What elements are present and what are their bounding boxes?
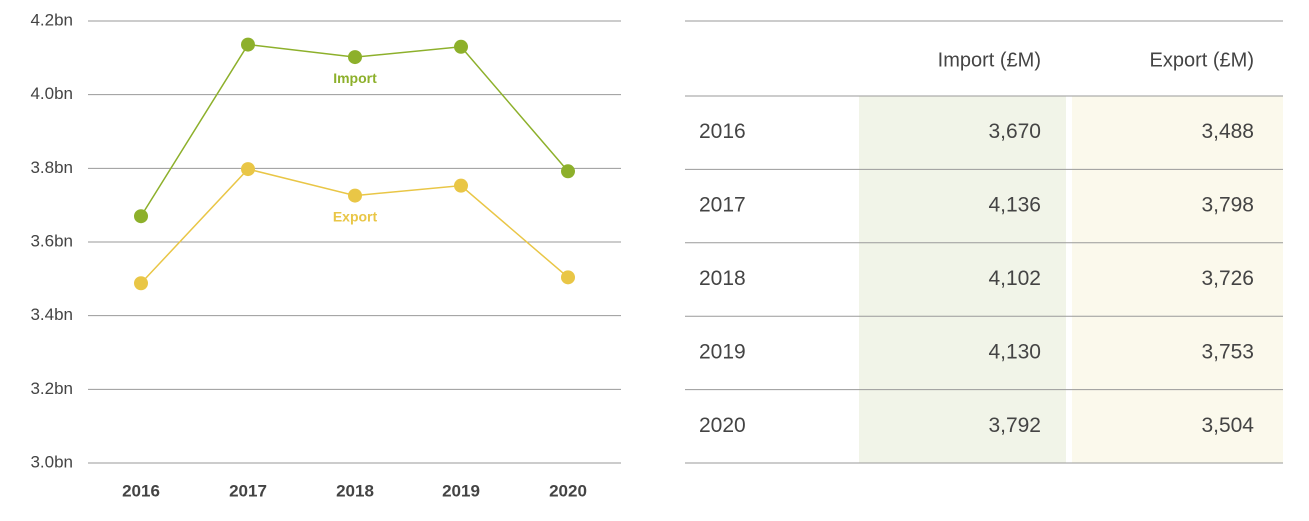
y-tick-label: 3.2bn bbox=[30, 379, 73, 398]
y-tick-label: 3.0bn bbox=[30, 452, 73, 471]
table-cell: 3,670 bbox=[988, 120, 1041, 143]
x-tick-label: 2016 bbox=[122, 481, 160, 500]
x-tick-label: 2020 bbox=[549, 481, 587, 500]
y-tick-label: 3.4bn bbox=[30, 305, 73, 324]
table-cell: 3,504 bbox=[1201, 414, 1254, 437]
table-cell: 3,798 bbox=[1201, 194, 1254, 217]
y-tick-label: 3.8bn bbox=[30, 158, 73, 177]
x-tick-label: 2018 bbox=[336, 481, 374, 500]
y-tick-label: 4.0bn bbox=[30, 84, 73, 103]
data-point bbox=[134, 209, 148, 224]
column-background bbox=[859, 96, 1066, 463]
x-tick-label: 2019 bbox=[442, 481, 480, 500]
table-cell: 3,753 bbox=[1201, 340, 1254, 363]
column-header: Import (£M) bbox=[938, 49, 1041, 71]
table-cell: 4,136 bbox=[988, 194, 1041, 217]
y-tick-label: 3.6bn bbox=[30, 231, 73, 250]
row-label: 2020 bbox=[699, 414, 746, 437]
row-label: 2016 bbox=[699, 120, 746, 143]
data-point bbox=[561, 270, 575, 285]
data-point bbox=[348, 50, 362, 65]
data-point bbox=[454, 39, 468, 54]
table-cell: 3,726 bbox=[1201, 267, 1254, 290]
data-point bbox=[348, 188, 362, 203]
row-label: 2017 bbox=[699, 194, 746, 217]
table-cell: 3,792 bbox=[988, 414, 1041, 437]
data-point bbox=[561, 164, 575, 179]
table-cell: 3,488 bbox=[1201, 120, 1254, 143]
row-label: 2019 bbox=[699, 340, 746, 363]
data-point bbox=[134, 276, 148, 291]
column-header: Export (£M) bbox=[1150, 49, 1254, 71]
x-tick-label: 2017 bbox=[229, 481, 267, 500]
data-point bbox=[241, 37, 255, 52]
row-label: 2018 bbox=[699, 267, 746, 290]
data-point bbox=[454, 178, 468, 193]
series-label: Import bbox=[333, 70, 377, 86]
y-tick-label: 4.2bn bbox=[30, 10, 73, 29]
table-cell: 4,102 bbox=[988, 267, 1041, 290]
table-cell: 4,130 bbox=[988, 340, 1041, 363]
column-background bbox=[1072, 96, 1283, 463]
data-point bbox=[241, 162, 255, 177]
series-label: Export bbox=[333, 208, 378, 224]
series-line bbox=[140, 168, 569, 284]
